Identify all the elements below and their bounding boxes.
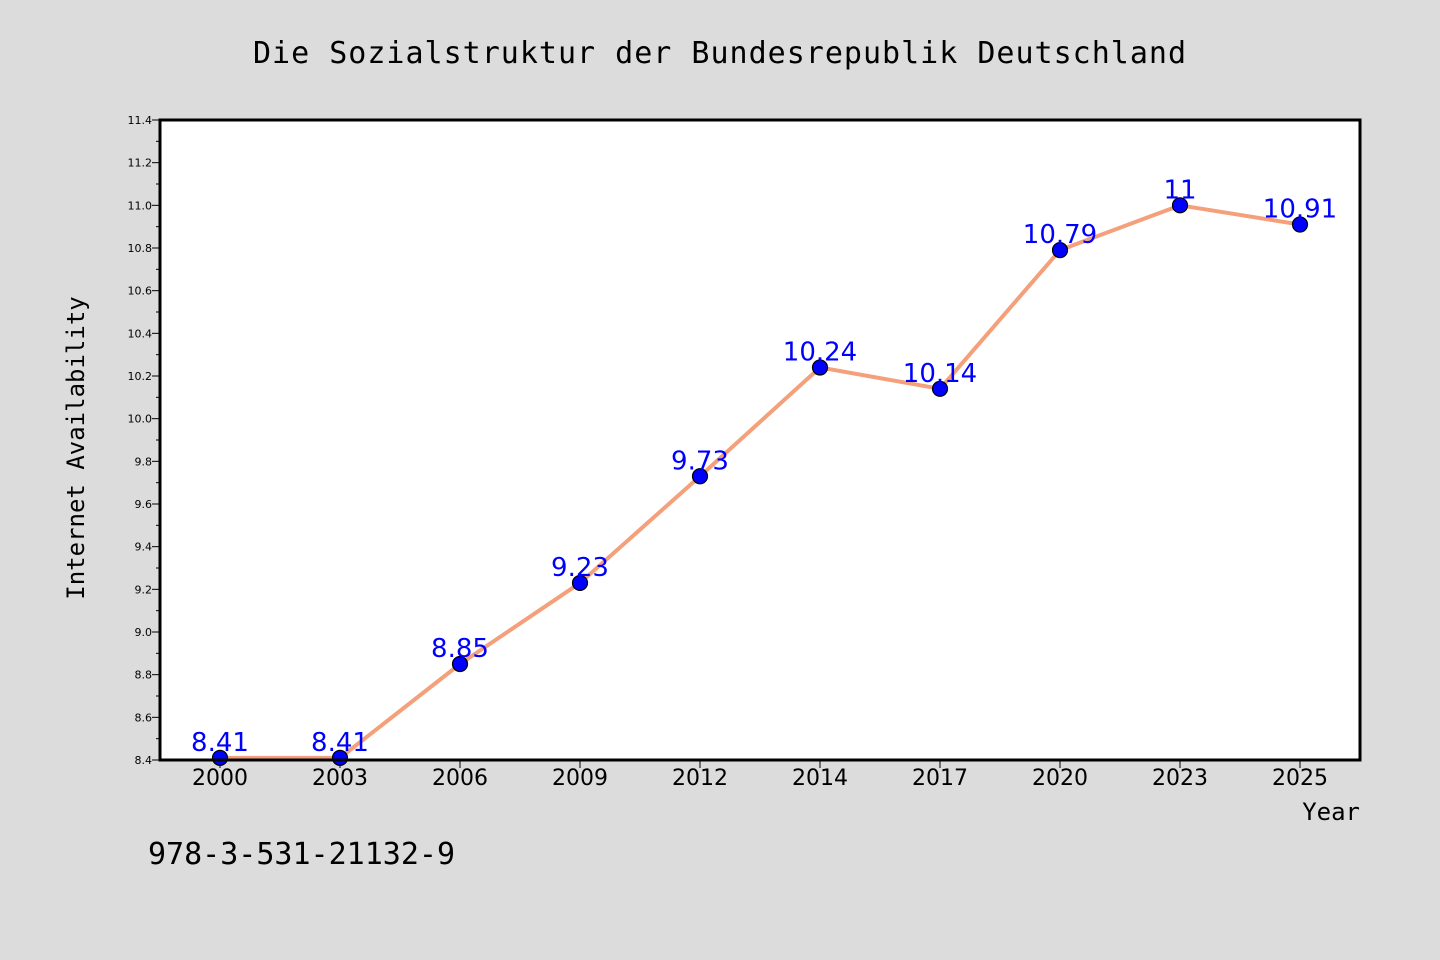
y-tick-label: 8.6 (135, 711, 153, 724)
x-tick-label: 2009 (552, 766, 608, 791)
x-tick-label: 2020 (1032, 766, 1088, 791)
data-label: 10.24 (783, 337, 857, 367)
x-tick-label: 2012 (672, 766, 728, 791)
data-label: 8.41 (311, 728, 369, 758)
y-tick-label: 9.6 (135, 498, 153, 511)
y-axis: 8.4 8.6 8.8 9.0 9.2 9.4 9.6 9.8 10.0 10.2 10.4 10.6… (128, 114, 160, 767)
y-tick-label: 11.0 (128, 199, 153, 212)
series-line (220, 203, 1301, 760)
data-point (451, 655, 469, 673)
data-point (931, 380, 949, 397)
series-layer (211, 197, 1309, 766)
y-tick-label: 9.4 (135, 541, 153, 554)
y-tick-label: 10.2 (128, 370, 153, 383)
data-point (1051, 242, 1069, 259)
y-axis-label: Internet Availability (62, 296, 90, 599)
x-axis: 2000 2003 2006 2009 2012 2014 2017 2020 2023 2025 (192, 760, 1328, 791)
data-label: 11 (1163, 175, 1196, 205)
x-tick-label: 2017 (912, 766, 968, 791)
data-point (571, 574, 589, 592)
data-point (1171, 197, 1189, 214)
data-label: 8.41 (191, 728, 249, 758)
plot-frame (158, 118, 1362, 762)
data-label: 8.85 (431, 634, 489, 664)
y-tick-label: 9.8 (135, 455, 153, 468)
data-point (211, 749, 229, 766)
data-label: 10.14 (903, 359, 977, 389)
y-tick-label: 8.4 (135, 754, 153, 767)
x-tick-label: 2003 (312, 766, 368, 791)
y-tick-label: 10.6 (128, 285, 153, 298)
data-point (1291, 216, 1309, 233)
y-tick-label: 11.4 (128, 114, 153, 127)
y-tick-label: 8.8 (135, 669, 153, 682)
data-point (691, 468, 709, 485)
y-tick-label: 10.4 (128, 327, 153, 340)
data-point (331, 749, 349, 766)
data-label: 10.79 (1023, 220, 1097, 250)
y-tick-label: 10.0 (128, 413, 153, 426)
plot-area (160, 120, 1360, 760)
data-point (811, 359, 829, 376)
x-tick-label: 2025 (1272, 766, 1328, 791)
data-label: 10.91 (1263, 195, 1337, 225)
x-axis-label: Year (1302, 798, 1360, 826)
y-tick-label: 11.2 (128, 157, 153, 170)
x-tick-label: 2014 (792, 766, 848, 791)
data-label: 9.73 (671, 446, 729, 476)
y-tick-label: 9.0 (135, 626, 153, 639)
y-tick-label: 10.8 (128, 242, 153, 255)
data-labels-layer: 8.41 8.41 8.85 9.23 9.73 10.24 10.14 10.79 11 10.… (191, 175, 1337, 758)
y-tick-label: 9.2 (135, 583, 153, 596)
data-label: 9.23 (551, 553, 609, 583)
footer-code: 978-3-531-21132-9 (148, 837, 455, 872)
x-tick-label: 2006 (432, 766, 488, 791)
x-tick-label: 2000 (192, 766, 248, 791)
chart-title: Die Sozialstruktur der Bundesrepublik De… (253, 36, 1187, 71)
x-tick-label: 2023 (1152, 766, 1208, 791)
